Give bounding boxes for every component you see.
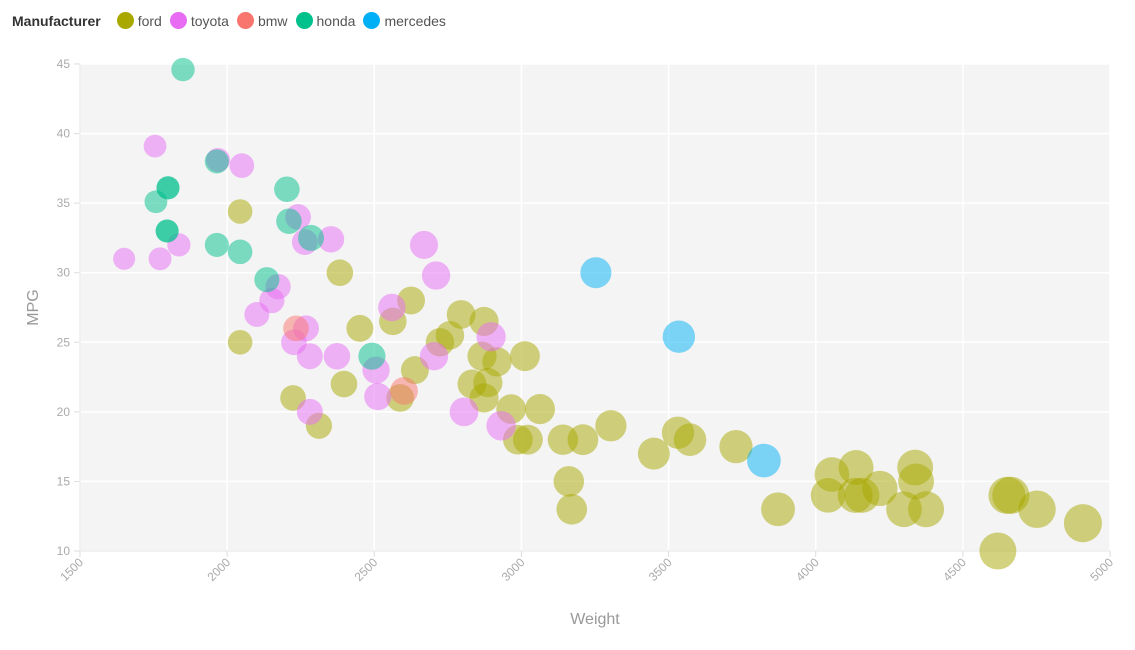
data-point-honda — [171, 57, 195, 82]
data-point-ford — [553, 466, 585, 497]
x-tick-label: 4000 — [793, 555, 822, 584]
data-point-ford — [979, 532, 1017, 570]
data-point-toyota — [419, 342, 449, 371]
data-point-honda — [227, 239, 253, 265]
data-point-ford — [227, 199, 253, 224]
data-point-honda — [276, 208, 302, 235]
data-point-ford — [510, 341, 540, 372]
data-point-ford — [1018, 490, 1056, 529]
data-point-toyota — [476, 322, 506, 352]
data-point-honda — [274, 176, 300, 202]
legend-swatch — [363, 12, 381, 29]
data-point-toyota — [296, 343, 323, 370]
y-tick-label: 30 — [57, 266, 71, 280]
legend-label: ford — [137, 12, 162, 29]
data-point-toyota — [364, 382, 392, 411]
legend-item-honda[interactable]: honda — [295, 12, 356, 29]
legend-label: toyota — [190, 12, 229, 29]
data-point-ford — [326, 259, 354, 286]
data-point-mercedes — [747, 443, 781, 478]
data-point-honda — [156, 176, 180, 200]
y-tick-label: 40 — [57, 127, 71, 141]
data-point-honda — [298, 224, 325, 251]
data-point-honda — [358, 342, 386, 370]
data-point-toyota — [143, 134, 167, 158]
data-point-ford — [908, 491, 945, 528]
data-point-ford — [346, 314, 374, 342]
data-point-toyota — [229, 153, 255, 178]
data-point-ford — [556, 493, 588, 525]
data-point-ford — [719, 430, 753, 464]
data-point-toyota — [296, 398, 323, 425]
data-point-toyota — [148, 247, 172, 271]
legend-swatch — [295, 12, 313, 29]
y-tick-label: 35 — [57, 196, 71, 210]
x-tick-label: 3500 — [646, 555, 675, 584]
x-axis-title: Weight — [570, 611, 620, 628]
legend-item-toyota[interactable]: toyota — [169, 12, 229, 29]
data-point-ford — [898, 463, 934, 500]
data-point-ford — [446, 300, 476, 329]
x-tick-label: 2000 — [204, 555, 233, 584]
x-tick-label: 4500 — [940, 555, 969, 584]
x-tick-label: 1500 — [57, 555, 86, 584]
data-point-bmw — [283, 315, 309, 342]
data-point-toyota — [113, 247, 136, 270]
legend-item-ford[interactable]: ford — [116, 12, 162, 29]
legend-swatch — [116, 12, 134, 29]
data-point-ford — [595, 410, 627, 442]
x-tick-label: 2500 — [352, 555, 381, 584]
data-point-ford — [567, 424, 599, 456]
data-point-ford — [512, 424, 543, 455]
data-point-ford — [1063, 504, 1102, 543]
data-point-honda — [254, 267, 280, 293]
data-point-ford — [227, 329, 253, 355]
legend: Manufacturer ford toyota bmw honda mercedes — [12, 12, 454, 29]
data-point-toyota — [378, 293, 406, 322]
legend-swatch — [236, 12, 254, 29]
data-point-ford — [524, 394, 556, 425]
data-point-toyota — [486, 411, 516, 441]
plot-background — [80, 64, 1110, 551]
data-point-toyota — [323, 342, 351, 370]
y-tick-label: 25 — [57, 335, 71, 349]
data-point-honda — [204, 232, 229, 257]
data-point-toyota — [317, 226, 345, 253]
data-point-ford — [862, 470, 898, 507]
y-tick-label: 20 — [57, 405, 71, 419]
legend-label: bmw — [257, 12, 288, 29]
data-point-honda — [155, 219, 179, 243]
data-point-bmw — [390, 377, 418, 405]
data-point-toyota — [409, 230, 439, 259]
data-point-ford — [673, 423, 707, 456]
y-axis-title: MPG — [25, 289, 42, 325]
data-point-toyota — [449, 397, 479, 427]
data-point-ford — [761, 492, 795, 527]
data-point-ford — [637, 437, 670, 470]
y-tick-label: 15 — [57, 474, 71, 488]
data-point-mercedes — [580, 257, 612, 289]
data-point-toyota — [244, 301, 270, 327]
x-tick-label: 5000 — [1087, 555, 1116, 584]
legend-item-mercedes[interactable]: mercedes — [363, 12, 446, 29]
legend-label: mercedes — [384, 12, 446, 29]
legend-swatch — [169, 12, 187, 29]
data-point-ford — [838, 450, 874, 486]
legend-label: honda — [316, 12, 356, 29]
y-tick-label: 10 — [57, 544, 71, 558]
data-point-ford — [330, 370, 358, 398]
y-tick-label: 45 — [57, 57, 71, 71]
legend-title: Manufacturer — [12, 12, 101, 29]
data-point-mercedes — [662, 320, 696, 353]
data-point-honda — [204, 149, 229, 174]
x-tick-label: 3000 — [499, 555, 528, 584]
legend-item-bmw[interactable]: bmw — [236, 12, 288, 29]
data-point-toyota — [421, 261, 451, 290]
